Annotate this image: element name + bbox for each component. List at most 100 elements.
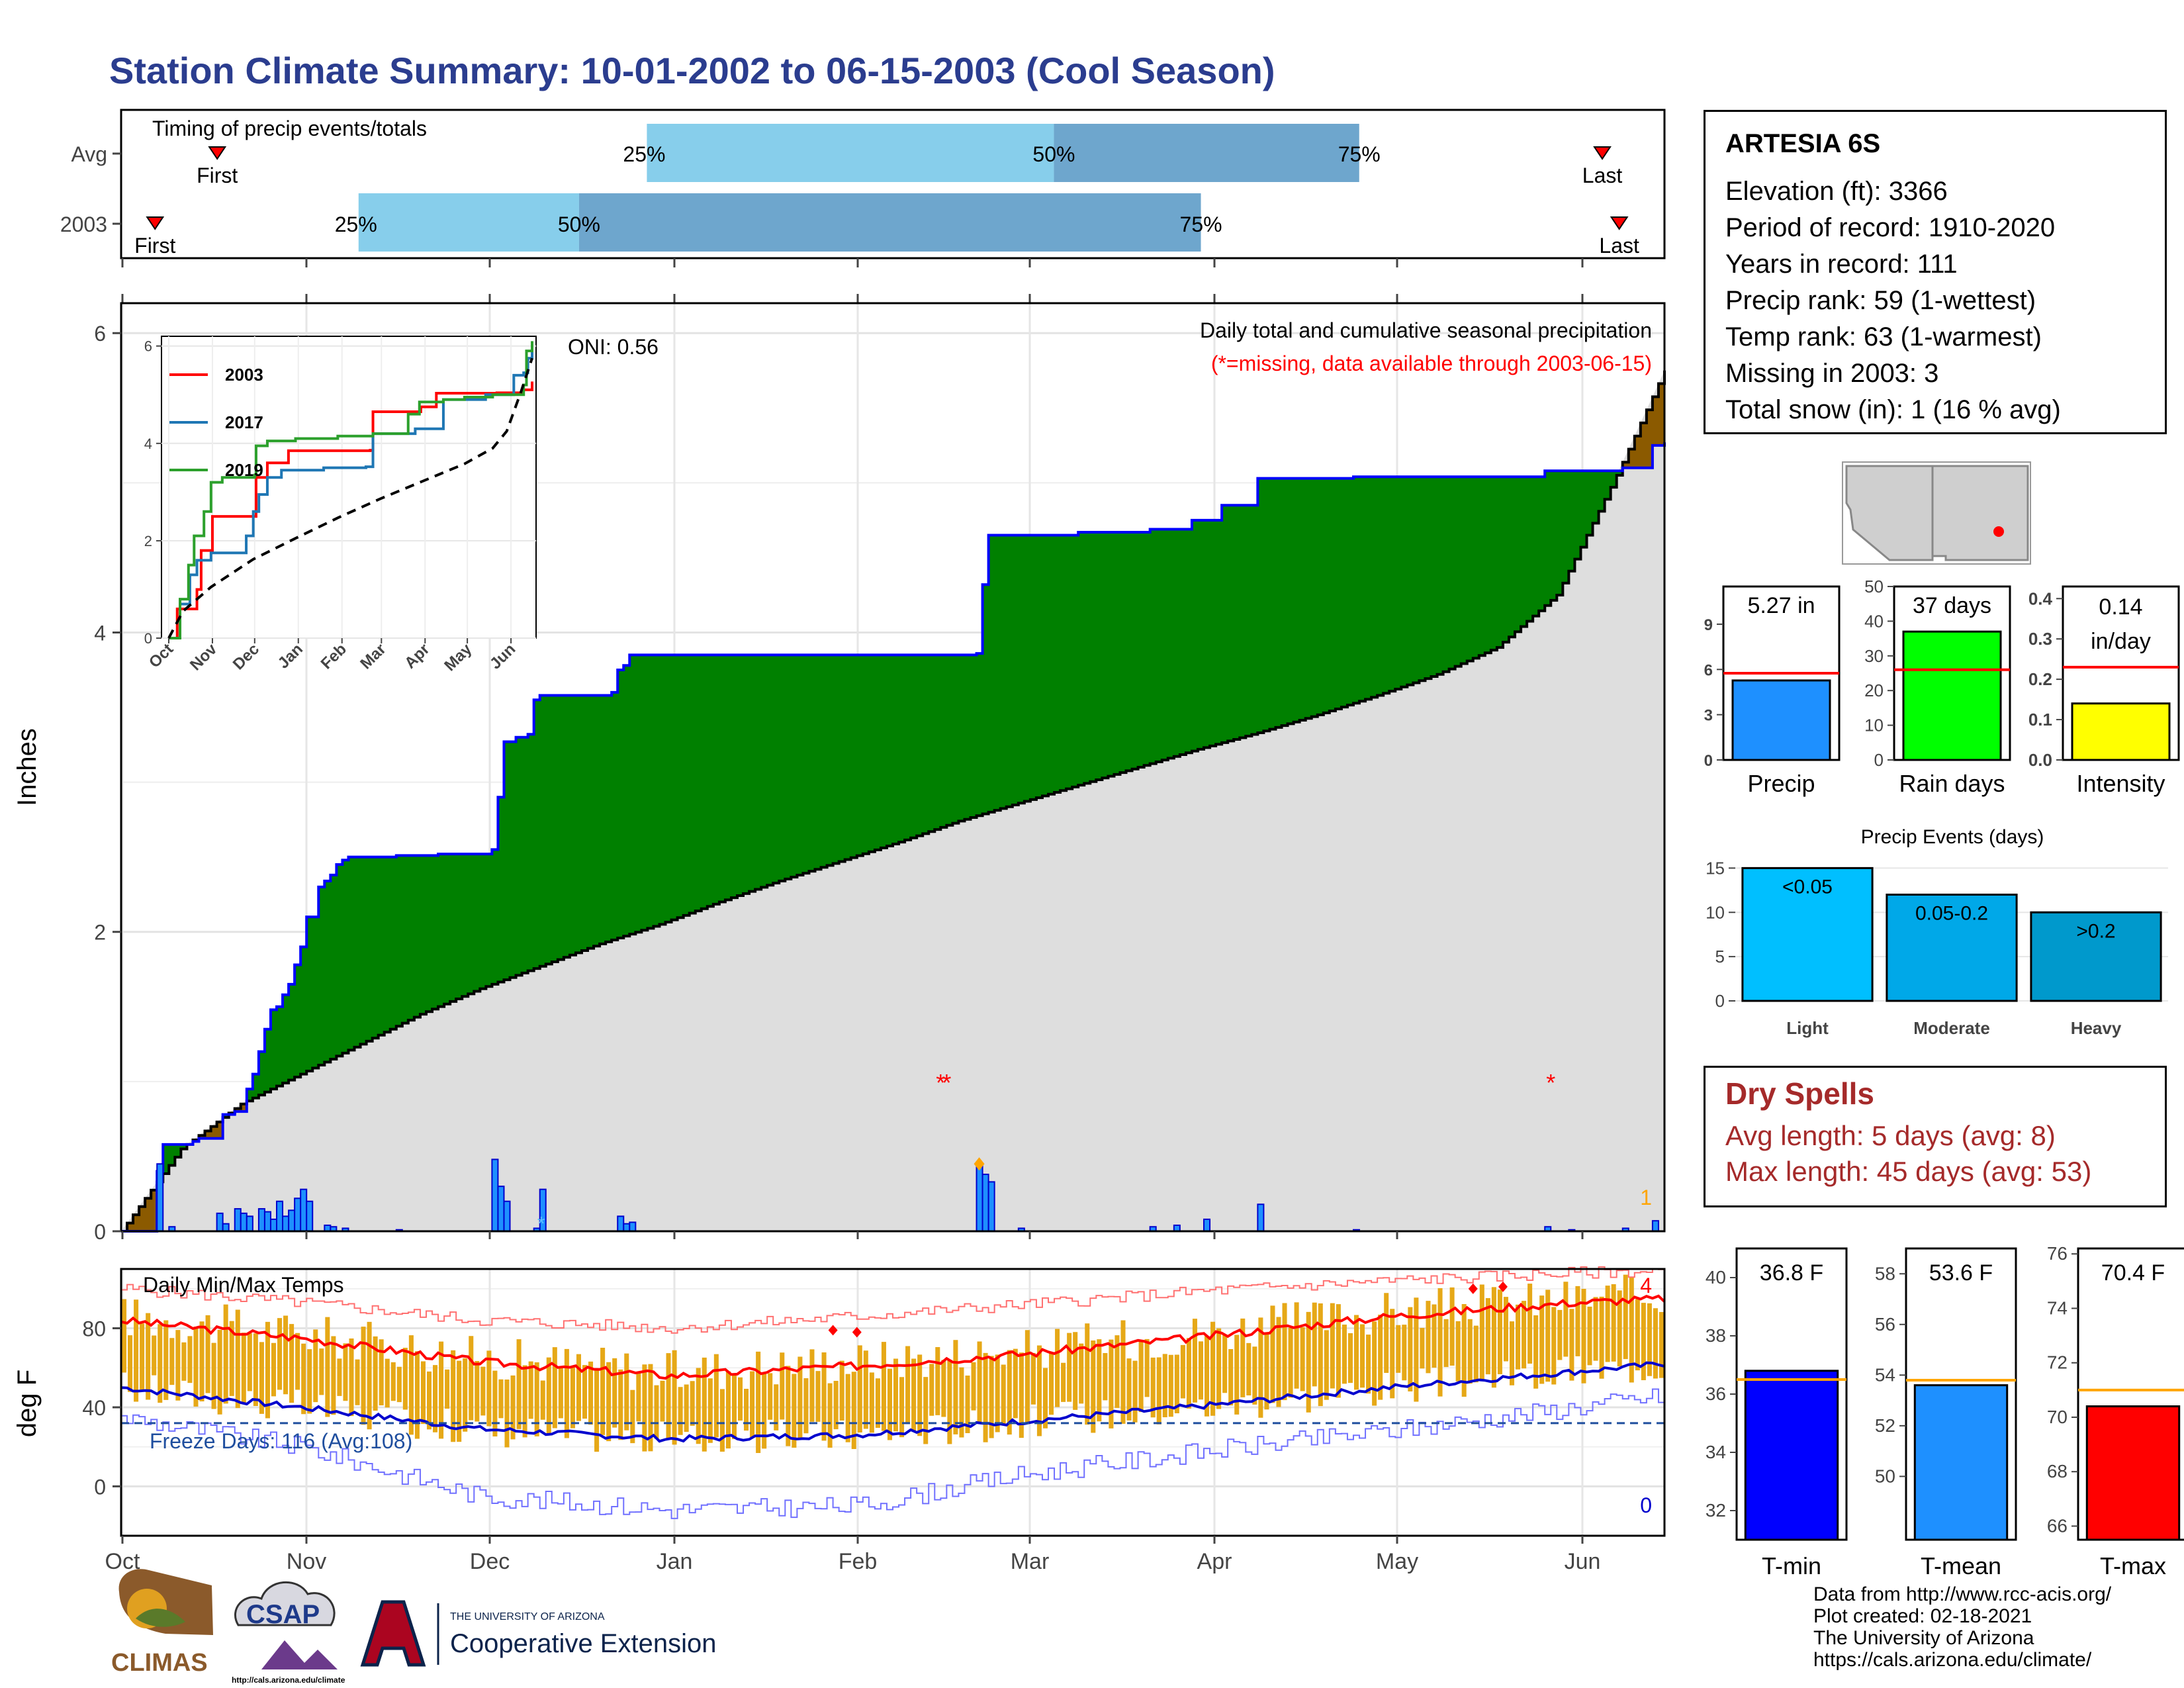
events-bar: [2030, 911, 2162, 1002]
small-chart-y-tick-label: 0.1: [2028, 710, 2052, 729]
dry-spells-avg: Avg length: 5 days (avg: 8): [1725, 1120, 2056, 1151]
small-chart-y-tick-label: 66: [2047, 1515, 2068, 1536]
station-temp-rank: Temp rank: 63 (1-warmest): [1725, 322, 2042, 352]
daily-precip-bar: [246, 1215, 253, 1232]
csap-cloud: [234, 1581, 336, 1626]
precip-y-tick-label: 2: [94, 921, 106, 945]
ua-small-text: THE UNIVERSITY OF ARIZONA: [450, 1611, 605, 1622]
record-min-line: [121, 1388, 1665, 1519]
avg-max-line: [120, 1294, 1666, 1380]
temps-panel-frame: [120, 1268, 1666, 1537]
missing-day-marker: *: [936, 1069, 945, 1096]
first-event-marker: [146, 216, 165, 230]
daily-precip-bar: [503, 1200, 511, 1232]
record-high-marker: [828, 1325, 838, 1336]
timing-bar-25-50: [647, 124, 1054, 182]
tmax-chart: 66 68 70 72 74 76 70.4 F T-max: [2047, 1243, 2184, 1579]
events-bar-label: 0.05-0.2: [1915, 903, 1988, 925]
daily-precip-bar: [276, 1200, 284, 1232]
temps-title: Daily Min/Max Temps: [143, 1273, 343, 1297]
temps-x-tick-label: Apr: [1197, 1549, 1232, 1574]
precip-y-tick-label: 4: [94, 621, 106, 645]
timing-p50-label: 50%: [1032, 142, 1075, 166]
temps-x-tick-label: Dec: [470, 1549, 510, 1574]
ua-block-a: [360, 1600, 426, 1667]
station-precip-rank: Precip rank: 59 (1-wettest): [1725, 286, 2036, 315]
small-chart-y-tick-label: 56: [1875, 1314, 1895, 1335]
station-name: ARTESIA 6S: [1725, 129, 1881, 158]
daily-precip-bar: [617, 1215, 625, 1232]
daily-precip-bar: [306, 1200, 314, 1232]
station-years: Years in record: 111: [1725, 250, 1958, 279]
small-chart-unit-label: in/day: [2091, 629, 2151, 654]
daily-precip-bar: [216, 1212, 224, 1232]
inset-y-tick-label: 4: [144, 436, 152, 452]
small-chart-y-tick-label: 10: [1864, 716, 1884, 735]
temps-y-tick-label: 0: [94, 1475, 106, 1499]
small-chart-value-label: 53.6 F: [1929, 1260, 1993, 1286]
timing-bar-50-75: [1054, 124, 1359, 182]
temps-x-tick-label: Jun: [1565, 1549, 1601, 1574]
timing-p25-label: 25%: [335, 212, 377, 236]
timing-row-label: 2003: [60, 212, 107, 236]
record-high-marker: [852, 1327, 862, 1338]
daily-precip-bar: [629, 1221, 637, 1232]
small-chart-value-label: 0.14: [2099, 594, 2142, 620]
footer-plot-created: Plot created: 02-18-2021: [1813, 1605, 2032, 1627]
daily-precip-bar: [987, 1181, 995, 1233]
inset-legend-label: 2017: [225, 412, 263, 432]
events-y-tick-label: 15: [1706, 858, 1725, 878]
precip-events-chart: Precip Events (days) 0 5 10 15 <0.05 Light 0.0…: [1706, 826, 2168, 1038]
last-event-marker: [1593, 146, 1612, 160]
small-chart-bar: [1902, 630, 2002, 761]
small-chart-value-label: 36.8 F: [1760, 1260, 1823, 1286]
page-title: Station Climate Summary: 10-01-2002 to 0…: [109, 50, 1275, 91]
daily-precip-bar: [300, 1188, 308, 1232]
rain-days-chart: 0 10 20 30 40 50 37 days Rain days: [1864, 577, 2011, 797]
station-location-dot: [1993, 526, 2004, 537]
small-chart-y-tick-label: 0: [1874, 750, 1884, 770]
small-chart-y-tick-label: 0.2: [2028, 669, 2052, 689]
daily-precip-bar: [1257, 1203, 1265, 1232]
daily-temp-range-bars: [122, 1274, 1664, 1453]
small-chart-y-tick-label: 58: [1875, 1263, 1895, 1284]
ua-logo: THE UNIVERSITY OF ARIZONA Cooperative Ex…: [360, 1600, 716, 1667]
inset-y-tick-label: 0: [144, 630, 152, 647]
small-chart-y-tick-label: 36: [1706, 1383, 1726, 1404]
csap-mountain: [261, 1640, 338, 1669]
daily-precip-bar: [497, 1186, 505, 1232]
small-chart-value-label: 70.4 F: [2101, 1260, 2165, 1286]
events-category-label: Heavy: [2071, 1018, 2122, 1038]
logos: CLIMAS CSAP http://cals.arizona.edu/clim…: [111, 1569, 716, 1685]
precip-chart-subtitle: (*=missing, data available through 2003-…: [1211, 352, 1652, 375]
small-chart-category-label: Precip: [1747, 770, 1815, 797]
temps-x-tick-label: Feb: [839, 1549, 878, 1574]
avg-min-line: [120, 1361, 1665, 1443]
small-chart-y-tick-label: 6: [1704, 661, 1713, 679]
station-snow: Total snow (in): 1 (16 % avg): [1725, 395, 2061, 424]
inset-legend-label: 2019: [225, 460, 263, 480]
small-chart-y-tick-label: 0.0: [2028, 750, 2052, 770]
small-chart-y-tick-label: 30: [1864, 646, 1884, 666]
footer-data-source: Data from http://www.rcc-acis.org/: [1813, 1583, 2112, 1605]
inset-normal-line: [167, 357, 533, 639]
small-chart-y-tick-label: 34: [1706, 1442, 1726, 1462]
record-high-marker: [1468, 1283, 1478, 1294]
inset-series-2019: [169, 341, 533, 639]
precip-panel-frame: [120, 302, 1666, 1233]
events-y-tick-label: 10: [1706, 902, 1725, 922]
daily-precip-bar: [1203, 1218, 1211, 1232]
small-chart-y-tick-label: 9: [1704, 616, 1713, 634]
small-chart-bar: [1731, 679, 1831, 761]
csap-logo: CSAP http://cals.arizona.edu/climate: [232, 1581, 345, 1685]
events-title: Precip Events (days): [1861, 826, 2044, 848]
inset-series-lines: [167, 341, 533, 639]
precip-areas: [121, 370, 1666, 1233]
station-info-box: ARTESIA 6S Elevation (ft): 3366 Period o…: [1704, 110, 2167, 434]
events-y-tick-label: 5: [1715, 947, 1725, 966]
missing-markers: ** *: [936, 1069, 1555, 1096]
small-chart-bar: [2071, 702, 2171, 761]
record-max-line: [121, 1266, 1665, 1334]
temps-y-axis-label: deg F: [13, 1370, 42, 1437]
precip-y-tick-label: 6: [94, 322, 106, 346]
